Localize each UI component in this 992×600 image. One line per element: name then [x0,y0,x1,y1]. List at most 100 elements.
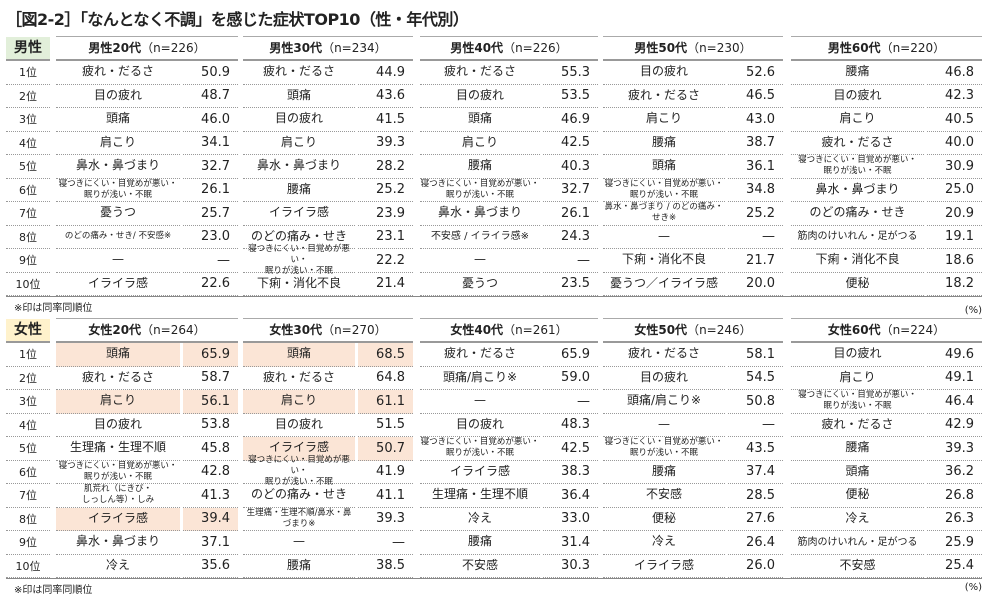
symptom-percent: — [543,249,598,273]
symptom-name: 寝つきにくい・目覚めが悪い・ 眠りが浅い・不眠 [56,461,180,484]
group-header: 男性60代（n=220） [791,36,982,61]
symptom-name: 目の疲れ [791,343,924,367]
symptom-percent: 26.8 [927,484,982,508]
symptom-percent: 50.9 [183,61,238,85]
rank-label: 4位 [6,414,50,437]
symptom-name: 寝つきにくい・目覚めが悪い・ 眠りが浅い・不眠 [603,437,725,461]
symptom-percent: 23.0 [183,226,238,249]
rank-label: 7位 [6,202,50,226]
symptom-percent: 52.6 [728,61,783,85]
symptom-percent: 44.9 [358,61,413,85]
group-header: 女性30代（n=270） [243,318,413,343]
symptom-percent: 50.8 [728,390,783,414]
symptom-percent: 30.9 [927,155,982,179]
symptom-percent: — [183,249,238,273]
section-label: 女性 [6,319,50,343]
symptom-name: 寝つきにくい・目覚めが悪い・ 眠りが浅い・不眠 [243,244,355,276]
symptom-percent: 42.9 [927,414,982,437]
symptom-percent: 43.0 [728,108,783,132]
group-title: 男性20代 [88,41,142,55]
symptom-name: 疲れ・だるさ [56,61,180,85]
symptom-name: 疲れ・だるさ [603,85,725,108]
symptom-name: 便秘 [791,484,924,508]
unit-label: (%) [964,582,982,593]
rank-label: 5位 [6,155,50,179]
symptom-percent: — [543,390,598,414]
symptom-name: 下痢・消化不良 [243,273,355,296]
symptom-name: 冷え [420,508,540,531]
symptom-percent: 46.0 [183,108,238,132]
symptom-percent: 26.1 [183,179,238,202]
symptom-percent: 23.9 [358,202,413,226]
symptom-percent: 46.8 [927,61,982,85]
symptom-name: 鼻水・鼻づまり [243,155,355,179]
symptom-name: 腰痛 [420,155,540,179]
symptom-name: 腰痛 [791,437,924,461]
symptom-percent: 39.3 [358,132,413,155]
symptom-percent: 39.3 [927,437,982,461]
symptom-name: 目の疲れ [243,108,355,132]
symptom-percent: 36.4 [543,484,598,508]
symptom-name: 頭痛 [603,155,725,179]
symptom-name: — [56,249,180,273]
symptom-name: 寝つきにくい・目覚めが悪い・ 眠りが浅い・不眠 [791,390,924,414]
symptom-name: 腰痛 [603,132,725,155]
symptom-name: 目の疲れ [243,414,355,437]
symptom-percent: 58.1 [728,343,783,367]
symptom-percent: 26.0 [728,555,783,578]
symptom-percent: 34.1 [183,132,238,155]
symptom-name: 目の疲れ [791,85,924,108]
symptom-name: 頭痛/肩こり※ [420,367,540,390]
symptom-name: 腰痛 [603,461,725,484]
symptom-name: 肩こり [791,108,924,132]
group-title: 男性60代 [827,41,881,55]
symptom-percent: 53.5 [543,85,598,108]
symptom-name: イライラ感 [243,202,355,226]
group-sample-size: （n=246） [687,323,752,337]
group-header: 男性40代（n=226） [420,36,598,61]
group-sample-size: （n=230） [687,41,752,55]
symptom-name: 生理痛・生理不順 [420,484,540,508]
symptom-percent: 51.5 [358,414,413,437]
symptom-name: 目の疲れ [420,414,540,437]
symptom-name: 腰痛 [791,61,924,85]
symptom-percent: 38.3 [543,461,598,484]
group-header: 女性20代（n=264） [56,318,238,343]
symptom-name: 肩こり [420,132,540,155]
symptom-percent: 42.5 [543,132,598,155]
symptom-name: のどの痛み・せき [791,202,924,226]
symptom-percent: 22.2 [358,249,413,273]
rank-label: 1位 [6,61,50,85]
symptom-percent: 22.6 [183,273,238,296]
group-sample-size: （n=261） [503,323,568,337]
symptom-name: 寝つきにくい・目覚めが悪い・ 眠りが浅い・不眠 [56,179,180,202]
symptom-name: 肩こり [791,367,924,390]
symptom-percent: 50.7 [358,437,413,461]
group-title: 女性60代 [827,323,881,337]
symptom-name: 頭痛 [56,108,180,132]
symptom-name: 肩こり [603,108,725,132]
symptom-name: 生理痛・生理不順/鼻水・鼻づまり※ [243,508,355,531]
group-title: 男性50代 [634,41,688,55]
group-header: 男性20代（n=226） [56,36,238,61]
symptom-name: 寝つきにくい・目覚めが悪い・ 眠りが浅い・不眠 [603,179,725,202]
rank-label: 3位 [6,390,50,414]
symptom-percent: 40.0 [927,132,982,155]
symptom-name: 冷え [603,531,725,555]
symptom-percent: 42.8 [183,461,238,484]
rank-label: 10位 [6,555,50,578]
symptom-percent: 36.2 [927,461,982,484]
symptom-name: 肩こり [56,390,180,414]
symptom-percent: 61.1 [358,390,413,414]
rank-label: 1位 [6,343,50,367]
symptom-name: 頭痛 [243,85,355,108]
symptom-percent: 42.5 [543,437,598,461]
symptom-name: 不安感 [603,484,725,508]
symptom-name: 肩こり [243,390,355,414]
symptom-name: イライラ感 [56,273,180,296]
group-sample-size: （n=220） [880,41,946,55]
symptom-name: 疲れ・だるさ [243,61,355,85]
symptom-percent: 41.3 [183,484,238,508]
group-header: 女性50代（n=246） [603,318,783,343]
symptom-name: 頭痛/肩こり※ [603,390,725,414]
